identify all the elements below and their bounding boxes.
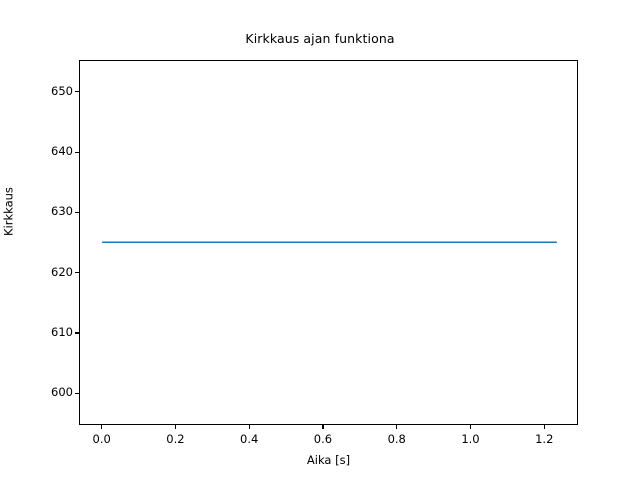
- x-tick-mark: [396, 425, 398, 429]
- y-tick-label: 640: [51, 144, 73, 158]
- y-tick-mark: [75, 332, 79, 334]
- x-tick-label: 0.4: [240, 432, 259, 446]
- y-axis-label: Kirkkaus: [1, 186, 16, 236]
- data-series-line: [101, 241, 558, 244]
- x-tick-mark: [248, 425, 250, 429]
- x-tick-mark: [174, 425, 177, 429]
- plot-area: [79, 60, 578, 425]
- x-tick-label: 1.0: [461, 432, 480, 446]
- x-tick-mark: [101, 425, 103, 429]
- page-title: Kirkkaus ajan funktiona: [245, 31, 395, 46]
- y-tick-label: 630: [51, 204, 73, 219]
- y-tick-mark: [75, 392, 79, 394]
- y-tick-label: 620: [51, 264, 73, 279]
- x-tick-mark: [469, 425, 472, 429]
- x-tick-label: 0.2: [166, 432, 185, 446]
- y-tick-label: 600: [51, 385, 73, 400]
- y-tick-mark: [75, 272, 79, 274]
- x-tick-mark: [322, 425, 324, 429]
- y-tick-mark: [75, 211, 79, 213]
- y-tick-mark: [75, 91, 79, 93]
- x-tick-label: 0.8: [387, 432, 406, 446]
- plot-clip: [80, 61, 577, 424]
- y-tick-label: 610: [51, 324, 73, 339]
- x-tick-label: 0.6: [313, 432, 333, 446]
- x-tick-label: 0.0: [92, 432, 111, 446]
- x-axis-label: Aika [s]: [306, 453, 351, 467]
- x-tick-label: 1.2: [535, 432, 554, 446]
- x-tick-mark: [543, 425, 545, 429]
- y-tick-label: 650: [51, 83, 73, 98]
- y-tick-mark: [75, 151, 79, 153]
